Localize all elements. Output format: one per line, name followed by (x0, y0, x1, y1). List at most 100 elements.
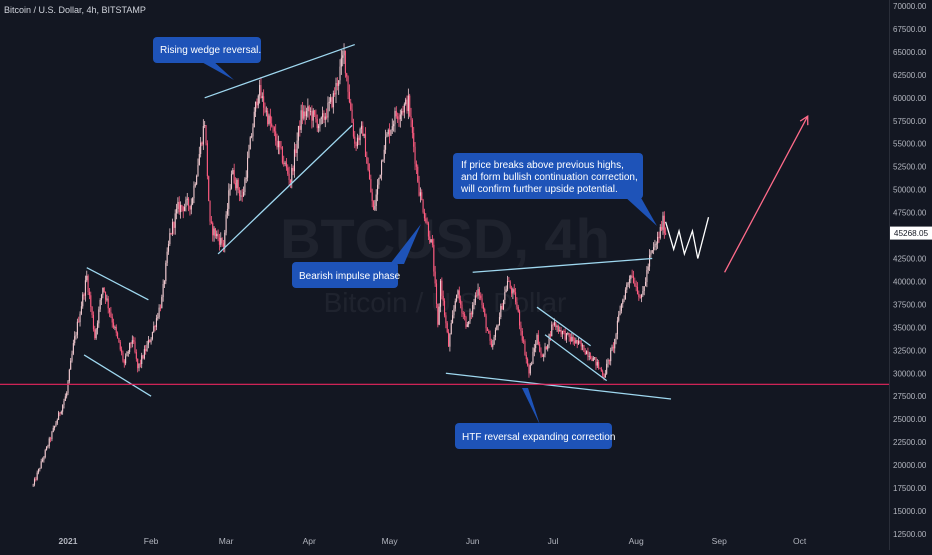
candle-body (162, 284, 164, 298)
candle-body (125, 356, 127, 364)
trendline[interactable] (204, 43, 355, 99)
projection-zigzag (665, 217, 710, 259)
candle-body (158, 307, 160, 318)
candle-body (474, 295, 476, 303)
candle-body (236, 179, 238, 189)
candle-body (442, 295, 444, 301)
candle-body (591, 358, 593, 361)
candle-body (220, 238, 222, 245)
candle-body (58, 412, 60, 420)
callout-text-line-1: If price breaks above previous highs, (461, 160, 624, 171)
candle-body (446, 323, 448, 333)
candle-body (98, 309, 100, 324)
candle-body (525, 354, 527, 360)
candle-body (658, 236, 660, 238)
candle-body (174, 213, 176, 228)
callout-rising-wedge[interactable]: Rising wedge reversal. (153, 37, 261, 80)
candle-body (88, 291, 90, 296)
candle-body (40, 461, 42, 469)
candle-body (319, 118, 321, 126)
candle-body (551, 324, 553, 337)
candle-body (438, 306, 440, 325)
candle-body (193, 185, 195, 199)
callout-htf-correction[interactable]: HTF reversal expanding correction (455, 388, 615, 449)
time-tick-label: Oct (793, 536, 807, 546)
candle-body (309, 111, 312, 113)
candle-body (464, 314, 466, 317)
price-tick-label: 27500.00 (893, 392, 927, 401)
candle-body (153, 326, 155, 333)
candle-body (54, 425, 56, 429)
candle-body (449, 334, 451, 347)
candle-body (537, 334, 539, 345)
candle-body (267, 110, 269, 125)
trendline[interactable] (445, 372, 672, 400)
candle-body (334, 93, 336, 95)
price-tick-label: 62500.00 (893, 71, 927, 80)
candle-body (147, 340, 149, 345)
candle-body (465, 316, 467, 327)
candle-body (289, 180, 291, 183)
candle-body (39, 468, 41, 470)
trendline[interactable] (217, 124, 353, 255)
trendline[interactable] (536, 306, 591, 347)
callout-breakout[interactable]: If price breaks above previous highs, an… (453, 153, 657, 226)
candle-body (598, 362, 600, 368)
candle-body (608, 359, 610, 362)
candle-body (50, 438, 52, 440)
candle-body (149, 340, 151, 343)
candle-body (610, 350, 612, 362)
candle-body (138, 363, 140, 369)
candle-body (145, 349, 147, 351)
candle-body (441, 280, 443, 296)
candle-body (295, 149, 297, 154)
candle-body (157, 317, 159, 319)
candle-body (480, 295, 482, 299)
price-tick-label: 70000.00 (893, 2, 927, 11)
candle-body (110, 312, 112, 317)
candle-body (216, 233, 218, 237)
candle-body (363, 134, 365, 136)
candle-body (218, 237, 220, 245)
candle-body (296, 140, 298, 154)
candle-body (429, 236, 431, 243)
candle-body (51, 431, 53, 440)
time-axis[interactable]: 2021 Feb Mar Apr May Jun Jul Aug Sep Oct (59, 536, 807, 546)
candle-body (462, 313, 464, 315)
candle-body (175, 208, 178, 214)
candle-body (595, 357, 597, 366)
callout-pointer (390, 224, 421, 264)
price-tick-label: 12500.00 (893, 530, 927, 539)
candle-body (151, 332, 153, 339)
candle-body (468, 321, 470, 325)
candle-body (555, 322, 557, 328)
trendline[interactable] (83, 354, 152, 397)
candle-body (431, 239, 434, 245)
candle-body (59, 412, 61, 414)
candle-body (419, 192, 421, 196)
candle-body (640, 294, 643, 298)
candle-body (253, 111, 255, 128)
trendline[interactable] (544, 334, 608, 382)
candle-body (44, 450, 46, 458)
price-tick-label: 50000.00 (893, 186, 927, 195)
candle-body (64, 396, 66, 401)
candle-body (283, 162, 285, 164)
candle-body (533, 348, 535, 352)
candle-body (79, 313, 81, 323)
trendline[interactable] (86, 267, 149, 301)
candle-body (478, 289, 480, 296)
candle-body (539, 344, 541, 352)
candle-body (233, 170, 235, 184)
candle-body (386, 134, 388, 137)
callout-bearish-impulse[interactable]: Bearish impulse phase (292, 224, 421, 288)
candle-body (486, 328, 488, 331)
candle-series (32, 43, 667, 487)
candle-body (638, 294, 640, 297)
candle-body (509, 281, 511, 288)
candle-body (571, 336, 573, 342)
candle-body (504, 291, 506, 300)
candle-body (616, 320, 618, 335)
candle-body (385, 136, 387, 150)
trendline[interactable] (472, 257, 653, 273)
